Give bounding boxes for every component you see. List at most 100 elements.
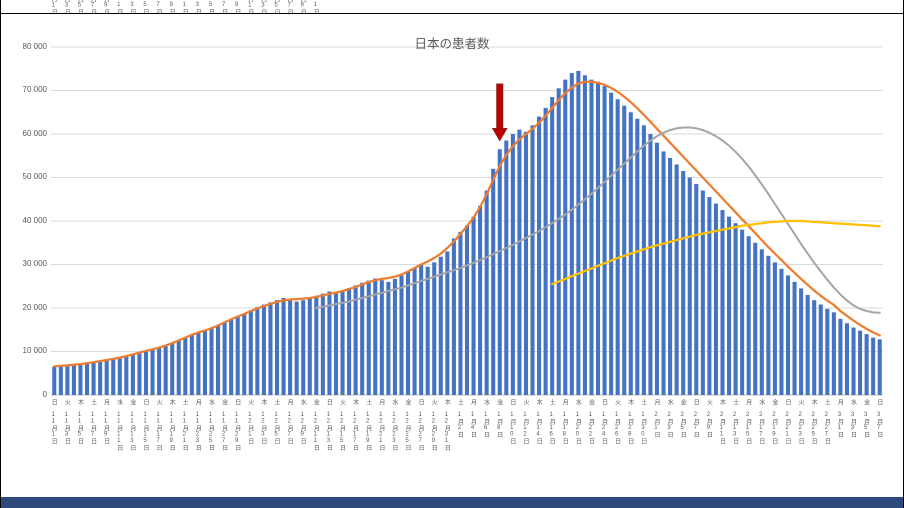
x-axis-label: 木 11月19日 [168, 399, 175, 451]
x-axis-label: 月 3月1日 [836, 399, 843, 438]
y-axis-label: 80 000 [22, 41, 47, 51]
x-axis-label: 月 12月7日 [286, 399, 293, 445]
x-axis-label: 金 1月8日 [495, 399, 502, 438]
y-axis-label: 60 000 [22, 128, 47, 138]
red-arrow-annotation[interactable] [491, 83, 508, 142]
x-axis-label: 月 11月23日 [194, 399, 201, 451]
x-axis-label: 金 12月25日 [404, 399, 411, 451]
x-axis-label: 日 3月7日 [875, 399, 882, 438]
x-axis-label: 日 11月15日 [141, 399, 148, 451]
x-axis-label: 土 1月30日 [639, 399, 646, 445]
clipped-label-fragment: 木 11月19日 [168, 0, 174, 13]
clipped-label-fragment: 水 11月11日 [116, 0, 122, 13]
clipped-label-fragment: 金 11月13日 [129, 0, 135, 13]
x-axis-label: 日 1月10日 [508, 399, 515, 445]
y-axis-label: 70 000 [22, 85, 47, 94]
x-axis-label: 火 12月29日 [430, 399, 437, 451]
x-axis-label: 月 1月18日 [561, 399, 568, 445]
x-axis-label: 土 11月7日 [89, 399, 96, 445]
clipped-label-fragment: 日 11月15日 [142, 0, 148, 13]
x-axis-label: 土 2月27日 [823, 399, 830, 445]
clipped-label-fragment: 水 11月25日 [208, 0, 214, 13]
x-axis-label: 日 11月1日 [50, 399, 57, 445]
x-axis-label: 水 12月9日 [299, 399, 306, 445]
x-axis-label: 水 12月23日 [390, 399, 397, 451]
clipped-label-fragment: 土 12月5日 [273, 0, 279, 13]
x-axis-label: 水 2月17日 [757, 399, 764, 445]
x-axis-label: 火 12月15日 [338, 399, 345, 451]
x-axis-label: 木 1月28日 [626, 399, 633, 445]
x-axis-label: 木 1月14日 [535, 399, 542, 445]
clipped-label-fragment: 金 11月27日 [221, 0, 227, 13]
x-axis-label: 土 11月21日 [181, 399, 188, 451]
x-axis-label: 木 11月5日 [76, 399, 83, 445]
x-axis-label: 木 12月3日 [259, 399, 266, 445]
window-bottom-border [1, 497, 903, 508]
x-axis-label: 火 11月3日 [63, 399, 70, 445]
clipped-label-fragment: 土 11月21日 [181, 0, 187, 13]
x-axis-label: 土 12月5日 [273, 399, 280, 445]
x-axis-label: 日 1月24日 [600, 399, 607, 445]
clipped-label-fragment: 土 11月7日 [90, 0, 96, 13]
x-axis-label: 金 2月19日 [770, 399, 777, 445]
chart-title: 日本の患者数 [414, 37, 490, 51]
x-axis-label: 木 12月31日 [443, 399, 450, 451]
x-axis-label: 金 11月27日 [220, 399, 227, 451]
x-axis-label: 土 2月13日 [731, 399, 738, 445]
clipped-label-fragment: 日 11月29日 [234, 0, 240, 13]
x-axis-label: 日 2月21日 [784, 399, 790, 445]
y-axis-label: 0 [42, 389, 47, 399]
plot-area [51, 46, 883, 396]
x-axis-label: 金 11月13日 [128, 399, 135, 451]
patients-chart[interactable]: 日本の患者数 0 10 000 20 000 30 000 40 000 50 000 60… [1, 14, 903, 508]
x-axis-label: 木 2月25日 [810, 399, 817, 445]
y-axis-label: 30 000 [22, 259, 47, 268]
x-axis-label: 日 2月7日 [692, 399, 699, 438]
y-axis-label: 10 000 [22, 346, 47, 355]
x-axis-label: 日 11月29日 [233, 399, 240, 451]
clipped-row-above-chart: 日 11月1日 火 11月3日 木 11月5日 土 11月7日 月 11月9日 水 11月… [1, 0, 903, 14]
clipped-label-fragment: 月 11月9日 [103, 0, 109, 13]
x-axis-label: 水 3月3日 [849, 399, 856, 438]
line-series-2 [53, 80, 881, 368]
x-axis-label: 金 12月11日 [312, 399, 319, 451]
x-axis-label: 月 2月1日 [652, 399, 659, 438]
x-axis-label: 月 12月21日 [377, 399, 384, 451]
clipped-label-fragment: 火 11月3日 [63, 0, 69, 13]
x-axis-label: 水 1月20日 [574, 399, 581, 445]
clipped-label-fragment: 水 12月9日 [299, 0, 305, 13]
x-axis-label: 土 1月16日 [548, 399, 555, 445]
x-axis-label: 水 11月25日 [207, 399, 214, 451]
x-axis-label: 金 2月5日 [679, 399, 686, 438]
clipped-label-fragment: 木 12月3日 [260, 0, 266, 13]
x-axis-label: 金 1月22日 [587, 399, 594, 445]
x-axis-label: 水 2月3日 [666, 399, 673, 438]
bar-series-1 [52, 70, 882, 396]
clipped-label-fragment: 金 12月11日 [312, 0, 318, 13]
x-axis-label: 火 1月12日 [521, 399, 528, 445]
y-axis-label: 40 000 [22, 215, 47, 225]
x-axis-label: 土 1月2日 [456, 399, 463, 438]
line-series-4 [551, 219, 881, 286]
x-axis-label: 火 2月23日 [797, 399, 804, 445]
x-axis-label: 火 2月9日 [705, 399, 712, 438]
clipped-label-fragment: 日 11月1日 [50, 0, 56, 13]
x-axis-label: 木 2月11日 [718, 399, 725, 445]
x-axis-label: 日 12月13日 [325, 399, 332, 451]
x-axis-label: 水 11月11日 [115, 399, 122, 451]
clipped-label-fragment: 木 11月5日 [76, 0, 82, 13]
clipped-label-fragment: 月 11月23日 [194, 0, 200, 13]
clipped-label-fragment: 火 12月1日 [247, 0, 253, 13]
y-axis-label: 50 000 [22, 172, 47, 181]
y-axis-label: 20 000 [22, 302, 47, 312]
x-axis-label: 木 12月17日 [351, 399, 358, 451]
x-axis-label: 火 11月17日 [155, 399, 162, 451]
clipped-label-fragment: 月 12月7日 [286, 0, 292, 13]
x-axis-label: 日 12月27日 [417, 399, 424, 451]
x-axis-label: 金 3月5日 [862, 399, 869, 438]
x-axis-label: 火 12月1日 [246, 399, 253, 445]
x-axis-label: 火 1月26日 [613, 399, 620, 445]
clipped-label-fragment: 火 11月17日 [155, 0, 161, 13]
x-axis-label: 水 1月6日 [482, 399, 489, 438]
